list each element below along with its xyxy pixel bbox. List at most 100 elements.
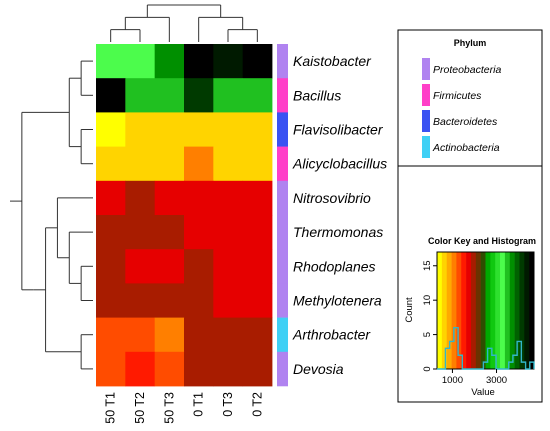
color-key-ytick-label: 10 — [422, 295, 433, 306]
color-key-band — [519, 252, 525, 369]
heatmap-cell — [184, 180, 214, 216]
column-dendrogram — [110, 4, 258, 42]
heatmap-cell — [96, 112, 126, 147]
color-key-box — [397, 165, 543, 403]
row-label: Flavisolibacter — [293, 122, 384, 138]
heatmap-cell — [125, 351, 156, 387]
heatmap-cell — [96, 317, 126, 353]
heatmap-cell — [184, 351, 214, 387]
column-label: 0 T1 — [192, 392, 206, 417]
phylum-legend-swatch — [422, 136, 430, 158]
heatmap-cell — [96, 249, 126, 284]
heatmap-cell — [213, 351, 244, 387]
heatmap-cell — [154, 180, 185, 216]
heatmap-cell — [184, 249, 214, 284]
heatmap-cell — [154, 215, 185, 250]
heatmap-cell — [184, 283, 214, 318]
heatmap-cell — [125, 78, 156, 113]
phylum-bar-segment — [277, 215, 288, 250]
color-key-band — [475, 252, 481, 369]
heatmap-cell — [125, 317, 156, 353]
color-key-band — [504, 252, 511, 369]
phylum-bar-segment — [277, 146, 288, 182]
heatmap-cell — [96, 283, 126, 318]
phylum-color-bar — [277, 44, 288, 387]
heatmap-cell — [154, 351, 185, 387]
phylum-bar-segment — [277, 249, 288, 284]
color-key-band — [466, 252, 472, 369]
heatmap-cell — [213, 78, 244, 113]
phylum-legend: Phylum Proteobacteria Firmicutes Bacteroid… — [397, 29, 543, 167]
heatmap-cell — [242, 78, 273, 113]
color-key-band — [456, 252, 462, 369]
color-key-band — [480, 252, 486, 369]
heatmap-cell — [154, 44, 185, 79]
heatmap-cell — [96, 215, 126, 250]
heatmap-cell — [125, 44, 156, 79]
phylum-bar-segment — [277, 317, 288, 353]
phylum-bar-segment — [277, 78, 288, 113]
heatmap-cell — [125, 283, 156, 318]
heatmap-cell — [125, 249, 156, 284]
heatmap-cell — [125, 146, 156, 182]
phylum-bar-segment — [277, 180, 288, 216]
heatmap-cell — [184, 112, 214, 147]
heatmap-cell — [184, 44, 214, 79]
heatmap-cell — [213, 283, 244, 318]
row-label: Methylotenera — [293, 293, 382, 309]
heatmap-cell — [242, 146, 273, 182]
phylum-legend-swatch — [422, 58, 430, 80]
heatmap-cell — [242, 351, 273, 387]
heatmap-cell — [96, 44, 126, 79]
color-key-ytick-label: 5 — [422, 332, 433, 337]
row-labels: Kaistobacter Bacillus Flavisolibacter Alicy… — [292, 53, 387, 377]
heatmap-cell — [125, 112, 156, 147]
row-dendrogram — [10, 60, 93, 370]
color-key-body: 0 5 10 15 1000 3000 — [422, 251, 535, 386]
heatmap-cells — [96, 44, 273, 387]
heatmap-cell — [213, 317, 244, 353]
heatmap-cell — [184, 146, 214, 182]
heatmap-cell — [184, 215, 214, 250]
heatmap-cell — [242, 283, 273, 318]
column-label: 0 T2 — [250, 392, 264, 417]
phylum-legend-label: Bacteroidetes — [433, 116, 498, 128]
color-key-band — [451, 252, 457, 369]
color-key-ylabel: Count — [404, 297, 415, 323]
heatmap-cell — [184, 317, 214, 353]
phylum-legend-label: Proteobacteria — [433, 64, 501, 76]
phylum-legend-swatch — [422, 84, 430, 106]
row-label: Thermomonas — [293, 224, 383, 240]
heatmap-cell — [242, 215, 273, 250]
column-label: 0 T3 — [221, 392, 235, 417]
heatmap-cell — [213, 180, 244, 216]
heatmap-cell — [125, 215, 156, 250]
color-key-band — [461, 252, 467, 369]
heatmap-cell — [213, 44, 244, 79]
heatmap-cell — [242, 249, 273, 284]
heatmap-cell — [242, 112, 273, 147]
phylum-legend-label: Firmicutes — [433, 90, 482, 102]
row-label: Rhodoplanes — [293, 258, 376, 274]
heatmap-cell — [154, 317, 185, 353]
heatmap-cell — [242, 180, 273, 216]
heatmap-cell — [154, 112, 185, 147]
color-key-band — [441, 252, 447, 369]
color-key-ytick-label: 15 — [422, 260, 433, 271]
heatmap-cell — [96, 351, 126, 387]
color-key: Color Key and Histogram 0 5 10 15 1000 3000 V… — [397, 165, 543, 403]
color-key-band — [500, 252, 506, 369]
phylum-bar-segment — [277, 283, 288, 318]
heatmap-cell — [213, 112, 244, 147]
row-label: Alicyclobacillus — [292, 156, 387, 172]
heatmap-cell — [154, 78, 185, 113]
color-key-band — [495, 252, 501, 369]
color-key-band — [514, 252, 520, 369]
color-key-xtick-label: 1000 — [442, 375, 463, 386]
row-label: Devosia — [293, 361, 344, 377]
heatmap-cell — [213, 249, 244, 284]
heatmap-cell — [154, 146, 185, 182]
heatmap-cell — [242, 44, 273, 79]
heatmap-cell — [125, 180, 156, 216]
